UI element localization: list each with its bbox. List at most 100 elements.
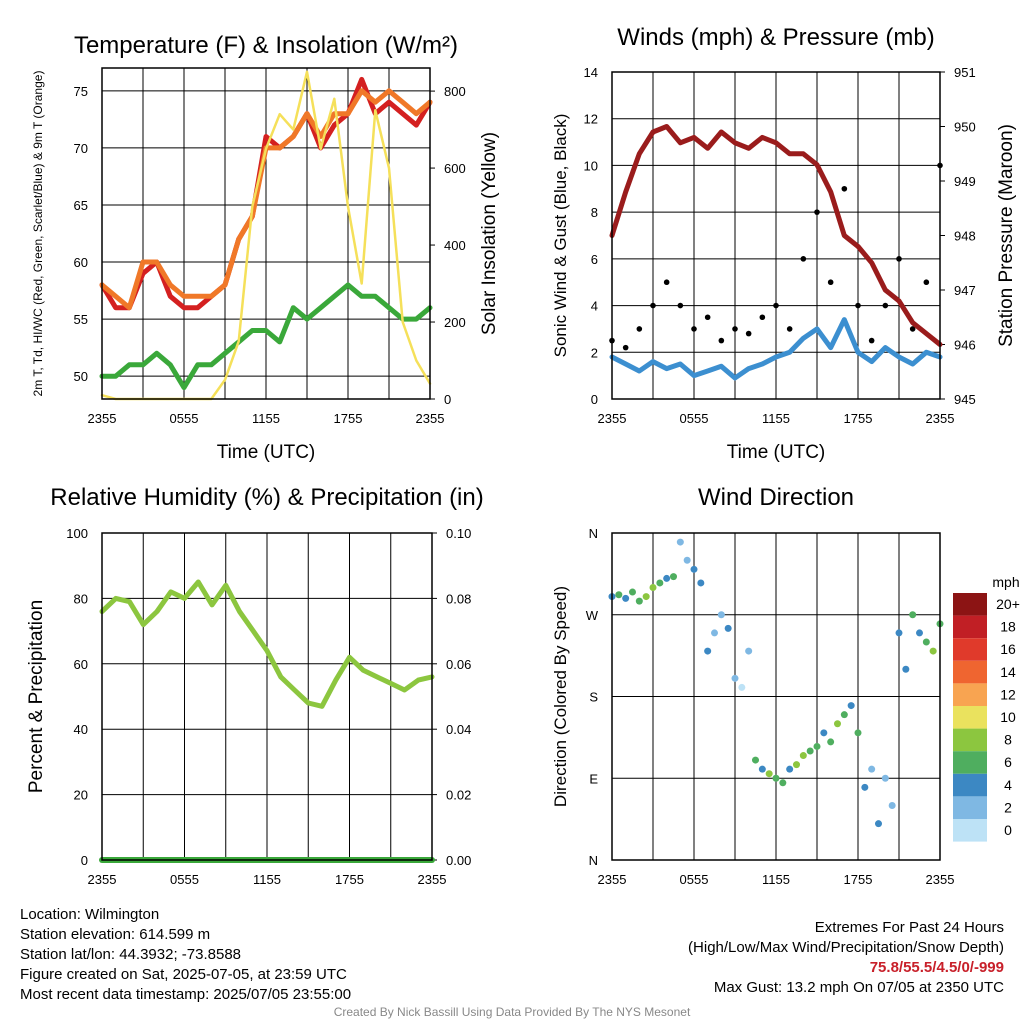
- direction-point: [875, 820, 882, 828]
- y-axis-label: 2m T, Td, HI/WC (Red, Green, Scarlet/Blu…: [31, 71, 45, 397]
- y-tick-label: 55: [74, 312, 88, 327]
- y-tick-label: 80: [74, 591, 88, 606]
- gust-point: [704, 314, 711, 321]
- x-tick-label: 0555: [680, 411, 709, 426]
- x-tick-label: 2355: [418, 872, 447, 887]
- x-tick-label: 2355: [416, 411, 445, 426]
- direction-point: [615, 591, 623, 599]
- y2-tick-label: 946: [954, 338, 976, 353]
- x-tick-label: 1155: [253, 872, 281, 887]
- y-tick-label: 40: [74, 722, 88, 737]
- y2-tick-label: 951: [954, 65, 976, 80]
- direction-point: [929, 647, 937, 655]
- y2-tick-label: 950: [954, 120, 976, 135]
- station-info: Location: Wilmington Station elevation: …: [20, 905, 351, 1005]
- direction-point: [779, 779, 787, 787]
- chart-title: Wind Direction: [698, 484, 854, 511]
- y-axis-label: Percent & Precipitation: [26, 600, 47, 793]
- x-tick-label: 2355: [598, 872, 627, 887]
- legend-label: 12: [1000, 686, 1016, 702]
- y-axis-label: Direction (Colored By Speed): [551, 586, 570, 807]
- legend-label: 14: [1000, 664, 1016, 680]
- direction-point: [642, 593, 650, 601]
- legend-label: 6: [1004, 754, 1012, 770]
- max-gust-text: Max Gust: 13.2 mph On 07/05 at 2350 UTC: [713, 979, 1004, 996]
- extremes-subtitle: (High/Low/Max Wind/Precipitation/Snow De…: [688, 939, 1004, 956]
- direction-point: [881, 774, 889, 782]
- direction-point: [909, 611, 917, 619]
- x-tick-label: 1755: [844, 411, 873, 426]
- y2-tick-label: 0.10: [446, 526, 471, 541]
- x-tick-label: 0555: [170, 411, 199, 426]
- gust-point: [718, 337, 725, 344]
- direction-point: [813, 742, 821, 750]
- direction-point: [711, 629, 718, 637]
- x-tick-label: 2355: [88, 872, 117, 887]
- y-tick-label: W: [586, 608, 599, 623]
- x-tick-label: 1155: [762, 872, 790, 887]
- y-axis-label: Sonic Wind & Gust (Blue, Black): [551, 114, 570, 358]
- legend-label: 8: [1004, 732, 1012, 748]
- location-text: Location: Wilmington: [20, 906, 160, 923]
- x-tick-label: 1155: [252, 411, 280, 426]
- x-tick-label: 2355: [926, 872, 955, 887]
- y2-tick-label: 200: [444, 315, 466, 330]
- plot-frame: [101, 67, 431, 400]
- gust-point: [800, 256, 807, 262]
- gust-point: [923, 279, 930, 286]
- direction-point: [670, 573, 677, 581]
- y-tick-label: 4: [591, 299, 598, 314]
- gust-point: [909, 326, 916, 332]
- y-tick-label: 75: [74, 84, 88, 99]
- y-tick-label: 10: [584, 158, 598, 173]
- y-tick-label: N: [589, 526, 598, 541]
- gust-point: [732, 326, 738, 332]
- direction-point: [861, 783, 869, 791]
- plot-frame: [101, 532, 433, 861]
- y2-tick-label: 600: [444, 161, 466, 176]
- direction-point: [683, 556, 691, 564]
- direction-point: [888, 802, 896, 809]
- legend-label: 18: [1000, 619, 1016, 635]
- y2-axis-label: Solar Insolation (Yellow): [479, 132, 500, 335]
- direction-point: [758, 765, 766, 773]
- elevation-text: Station elevation: 614.599 m: [20, 926, 211, 943]
- gust-point: [745, 330, 752, 337]
- direction-point: [649, 584, 657, 591]
- plot-frame: [611, 532, 941, 861]
- gust-point: [814, 209, 820, 215]
- direction-point: [793, 761, 800, 769]
- gust-point: [759, 314, 766, 321]
- legend-swatch: [953, 796, 987, 819]
- gust-point: [691, 326, 697, 332]
- y2-tick-label: 0.04: [446, 722, 471, 737]
- y-tick-label: 0: [81, 853, 88, 868]
- legend-label: 4: [1004, 777, 1012, 793]
- legend-label: 16: [1000, 641, 1016, 657]
- direction-point: [820, 729, 828, 737]
- latlon-text: Station lat/lon: 44.3932; -73.8588: [20, 946, 242, 963]
- legend-swatch: [953, 683, 987, 706]
- x-tick-label: 1755: [335, 872, 364, 887]
- station-pressure-line: [609, 124, 943, 347]
- y-tick-label: 65: [74, 198, 88, 213]
- legend-label: 2: [1004, 799, 1012, 815]
- gust-point: [663, 279, 670, 286]
- y-tick-label: 12: [584, 112, 598, 127]
- direction-point: [902, 665, 910, 673]
- legend-label: 20+: [996, 596, 1020, 612]
- y-tick-label: 6: [591, 252, 598, 267]
- y2-tick-label: 0.08: [446, 591, 471, 606]
- relative-humidity-line: [99, 579, 435, 709]
- direction-point: [895, 629, 903, 637]
- x-tick-label: 2355: [88, 411, 117, 426]
- legend-swatch: [953, 751, 987, 774]
- sonic-wind-line: [609, 317, 943, 381]
- direction-point: [854, 729, 862, 737]
- gust-point: [841, 185, 848, 192]
- direction-point: [745, 647, 753, 655]
- y-tick-label: 14: [584, 65, 598, 80]
- legend-swatch: [953, 638, 987, 661]
- x-tick-label: 2355: [926, 411, 955, 426]
- y-tick-label: E: [589, 771, 598, 786]
